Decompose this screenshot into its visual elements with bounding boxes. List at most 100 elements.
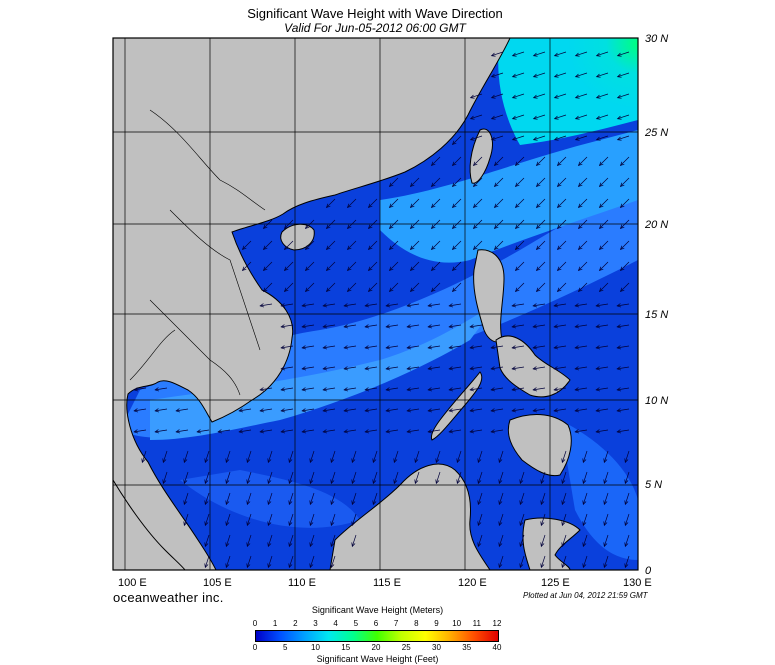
- wave-arrow-head: [603, 500, 608, 506]
- wave-arrow-head: [619, 182, 625, 188]
- wave-arrow-head: [238, 429, 244, 434]
- wave-direction-arrow: [389, 240, 399, 250]
- wave-direction-arrow: [263, 219, 273, 229]
- wave-direction-arrow: [323, 408, 336, 412]
- wave-direction-arrow: [452, 261, 462, 271]
- wave-direction-arrow: [449, 303, 462, 307]
- wave-direction-arrow: [582, 534, 588, 547]
- wave-arrow-head: [351, 500, 356, 506]
- wave-arrow-head: [448, 408, 454, 413]
- wave-arrow-head: [301, 408, 307, 413]
- wave-direction-arrow: [596, 387, 609, 391]
- wave-arrow-head: [472, 161, 478, 167]
- wave-direction-arrow: [596, 429, 609, 433]
- wave-direction-arrow: [540, 471, 546, 484]
- island-sumatra: [113, 479, 186, 570]
- wave-direction-arrow: [491, 366, 504, 370]
- wave-arrow-head: [595, 115, 601, 120]
- wave-arrow-head: [595, 52, 601, 57]
- wave-arrow-head: [351, 542, 356, 548]
- wave-arrow-head: [511, 115, 517, 120]
- wave-direction-arrows: [133, 51, 630, 569]
- wave-arrow-head: [469, 366, 475, 371]
- wave-arrow-head: [367, 203, 373, 209]
- wave-arrow-head: [388, 182, 394, 188]
- wave-direction-arrow: [498, 450, 504, 463]
- wave-arrow-head: [427, 345, 433, 350]
- wave-arrow-head: [246, 542, 251, 548]
- wave-direction-arrow: [582, 555, 588, 568]
- wave-direction-arrow: [281, 366, 294, 370]
- wave-direction-arrow: [456, 471, 462, 484]
- colorbar-feet-tick: 25: [401, 643, 411, 652]
- wave-direction-arrow: [620, 282, 630, 292]
- wave-direction-arrow: [267, 450, 273, 463]
- wave-direction-arrow: [491, 345, 504, 349]
- wave-arrow-head: [514, 287, 520, 293]
- wave-direction-arrow: [533, 345, 546, 349]
- wave-direction-arrow: [368, 261, 378, 271]
- wave-direction-arrow: [431, 261, 441, 271]
- wave-direction-arrow: [449, 408, 462, 412]
- wave-direction-arrow: [389, 261, 399, 271]
- wave-arrow-head: [430, 224, 436, 230]
- wave-arrow-head: [238, 408, 244, 413]
- wave-direction-arrow: [330, 513, 336, 526]
- wave-direction-arrow: [407, 303, 420, 307]
- wave-arrow-head: [204, 479, 209, 485]
- wave-arrow-head: [595, 366, 601, 371]
- wave-direction-arrow: [515, 282, 525, 292]
- wave-direction-arrow: [561, 492, 567, 505]
- wave-arrow-head: [204, 458, 209, 464]
- wave-direction-arrow: [393, 450, 399, 463]
- colorbar-feet-tick: 40: [492, 643, 502, 652]
- wave-direction-arrow: [512, 303, 525, 307]
- wave-direction-arrow: [533, 114, 546, 120]
- wave-arrow-head: [469, 324, 475, 329]
- wave-arrow-head: [616, 429, 622, 434]
- wave-arrow-head: [133, 429, 139, 434]
- wave-direction-arrow: [477, 513, 483, 526]
- lon-label-120e: 120 E: [458, 577, 487, 589]
- wave-direction-arrow: [498, 534, 504, 547]
- wave-arrow-head: [448, 324, 454, 329]
- wave-arrow-head: [616, 324, 622, 329]
- wave-arrow-head: [451, 140, 457, 146]
- wave-direction-arrow: [596, 114, 609, 120]
- wave-arrow-head: [280, 324, 286, 329]
- wave-direction-arrow: [242, 240, 252, 250]
- wave-direction-arrow: [536, 156, 546, 166]
- wave-direction-arrow: [351, 492, 357, 505]
- wave-direction-arrow: [533, 366, 546, 370]
- wave-direction-arrow: [456, 450, 462, 463]
- wave-direction-arrow: [183, 492, 189, 505]
- wave-direction-arrow: [578, 177, 588, 187]
- wave-direction-arrow: [498, 471, 504, 484]
- wave-arrow-head: [595, 303, 601, 308]
- wave-direction-arrow: [603, 513, 609, 526]
- wave-direction-arrow: [603, 534, 609, 547]
- colorbar-feet-tick: 35: [462, 643, 472, 652]
- wave-arrow-head: [493, 245, 499, 251]
- lon-label-110e: 110 E: [288, 577, 316, 589]
- wave-direction-arrow: [260, 408, 273, 412]
- wave-arrow-head: [561, 500, 566, 506]
- wave-arrow-head: [490, 73, 496, 78]
- wave-direction-arrow: [347, 198, 357, 208]
- wave-arrow-head: [624, 479, 629, 485]
- lon-label-125e: 125 E: [541, 577, 570, 589]
- wave-direction-arrow: [512, 366, 525, 370]
- wave-arrow-head: [364, 303, 370, 308]
- wave-direction-arrow: [386, 387, 399, 391]
- colorbar-meters-tick: 9: [434, 619, 439, 628]
- wave-direction-arrow: [407, 408, 420, 412]
- wave-arrow-head: [241, 245, 247, 251]
- colorbar-meters-tick: 4: [333, 619, 338, 628]
- wave-direction-arrow: [599, 198, 609, 208]
- wave-arrow-head: [595, 429, 601, 434]
- wave-direction-arrow: [305, 282, 315, 292]
- wave-arrow-head: [448, 366, 454, 371]
- wave-direction-arrow: [435, 471, 441, 484]
- wave-direction-arrow: [540, 555, 546, 568]
- wave-arrow-head: [141, 458, 146, 464]
